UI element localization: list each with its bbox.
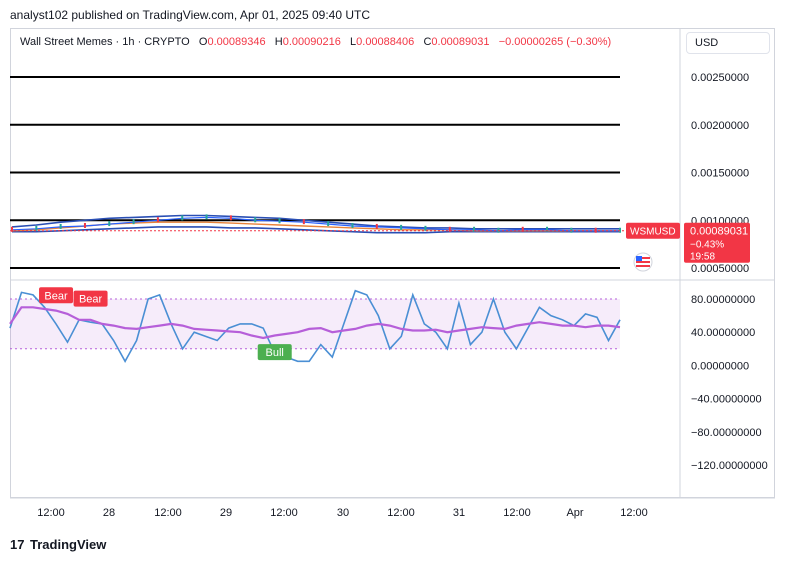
bear-label: Bear — [44, 290, 68, 302]
high-value: 0.00090216 — [282, 36, 341, 48]
candle-mark — [424, 225, 427, 231]
overbought-oversold-band — [10, 299, 620, 349]
bear-label-bg — [73, 290, 108, 307]
open-label: O — [198, 36, 208, 48]
low-value: 0.00088406 — [356, 36, 415, 48]
low-label: L — [350, 36, 357, 48]
footer-brand: 17 TradingView — [10, 537, 106, 552]
candle-mark — [278, 218, 281, 224]
candle-mark — [108, 221, 111, 227]
flag-icon-canton — [636, 256, 642, 261]
indicator-tick-label: 40.00000000 — [691, 327, 755, 339]
candle-mark — [181, 215, 184, 221]
price-tag-pct: −0.43% — [690, 240, 724, 251]
stochastic-d-line — [9, 306, 621, 340]
candle-mark — [400, 224, 403, 230]
change-value: −0.00000265 (−0.30%) — [498, 36, 612, 48]
time-tick-label: 12:00 — [503, 507, 531, 519]
candle-mark — [132, 219, 135, 225]
price-tag-bg — [684, 222, 750, 263]
time-tick-label: 12:00 — [154, 507, 182, 519]
bear-label-bg — [39, 287, 74, 304]
candle-mark — [229, 215, 232, 221]
candle-mark — [375, 223, 378, 229]
price-tick-label: 0.00200000 — [691, 120, 749, 132]
indicator-tick-label: −80.00000000 — [691, 427, 762, 439]
candle-mark — [473, 226, 476, 232]
time-tick-label: 12:00 — [387, 507, 415, 519]
open-value: 0.00089346 — [207, 36, 266, 48]
candle-mark — [254, 217, 257, 223]
indicator-tick-label: −120.00000000 — [691, 460, 768, 472]
currency-button[interactable]: USD — [686, 32, 770, 54]
candle-mark — [521, 226, 524, 232]
candle-mark — [11, 226, 13, 232]
ticker-tag-bg — [626, 222, 680, 239]
price-tick-label: 0.00050000 — [691, 263, 749, 275]
close-label: C — [423, 36, 432, 48]
upper-band-line — [11, 214, 620, 230]
time-tick-label: 28 — [103, 507, 115, 519]
bull-label-bg — [257, 344, 292, 361]
price-tag-value: 0.00089031 — [690, 226, 748, 238]
candle-mark — [327, 221, 330, 227]
price-tag-countdown: 19:58 — [690, 252, 715, 263]
candle-mark — [59, 223, 62, 229]
candle-mark — [156, 217, 159, 223]
candle-mark — [302, 219, 305, 225]
candle-mark — [351, 222, 354, 228]
ohlc-legend: Wall Street Memes · 1h · CRYPTO O0.00089… — [20, 36, 611, 48]
time-tick-label: 31 — [453, 507, 465, 519]
stochastic-k-line — [9, 289, 621, 363]
close-value: 0.00089031 — [431, 36, 490, 48]
bull-label: Bull — [266, 347, 284, 359]
indicator-tick-label: 80.00000000 — [691, 294, 755, 306]
indicator-tick-label: −40.00000000 — [691, 394, 762, 406]
flag-icon-stripe — [636, 265, 650, 267]
time-tick-label: 12:00 — [270, 507, 298, 519]
high-label: H — [274, 36, 283, 48]
time-tick-label: 30 — [337, 507, 349, 519]
flag-icon-stripe — [636, 257, 650, 259]
ticker-tag-label: WSMUSD — [630, 227, 676, 238]
symbol-label[interactable]: Wall Street Memes · 1h · CRYPTO — [20, 36, 190, 48]
candle-mark — [35, 225, 38, 231]
time-tick-label: 12:00 — [620, 507, 648, 519]
price-tick-label: 0.00150000 — [691, 168, 749, 180]
candle-mark — [546, 226, 549, 232]
flag-icon-stripe — [636, 261, 650, 263]
time-tick-label: Apr — [566, 507, 583, 519]
time-tick-label: 29 — [220, 507, 232, 519]
indicator-tick-label: 0.00000000 — [691, 360, 749, 372]
candle-mark — [205, 214, 208, 220]
candle-mark — [448, 226, 451, 232]
candle-mark — [83, 222, 86, 228]
tradingview-logo-icon: 17 — [10, 537, 25, 552]
bear-label: Bear — [79, 294, 103, 306]
price-tick-label: 0.00250000 — [691, 72, 749, 84]
time-tick-label: 12:00 — [37, 507, 65, 519]
brand-label: TradingView — [30, 537, 107, 552]
price-line — [11, 216, 620, 232]
publisher-header: analyst102 published on TradingView.com,… — [10, 8, 371, 22]
